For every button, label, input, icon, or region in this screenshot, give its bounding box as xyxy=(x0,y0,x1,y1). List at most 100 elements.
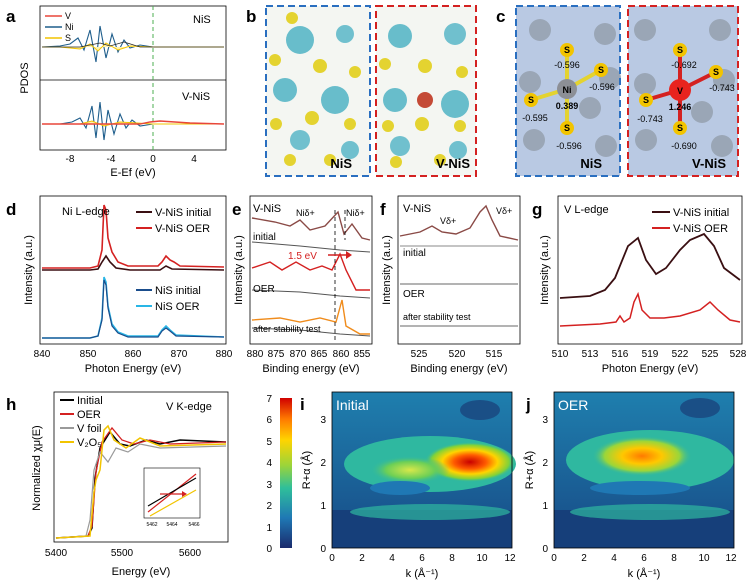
inset-tick: 5466 xyxy=(188,522,199,528)
panel-g-xtick: 525 xyxy=(702,349,719,360)
panel-f-ylabel: Intensity (a.u.) xyxy=(381,235,393,305)
right-atom-symbol: S xyxy=(643,95,649,105)
left-atom-charge: 0.389 xyxy=(556,101,579,111)
charge-density-right xyxy=(379,23,469,168)
panel-h-xtick: 5600 xyxy=(179,548,202,559)
panel-h-xtick: 5500 xyxy=(111,548,134,559)
right-structure xyxy=(634,19,735,157)
legend-s: S xyxy=(65,33,71,43)
initial-fit xyxy=(251,210,371,241)
panel-g-label: g xyxy=(532,200,542,219)
panel-i-lowband xyxy=(350,504,510,520)
nis-initial-curve xyxy=(42,279,225,339)
left-s-atom xyxy=(524,93,538,107)
left-atom-symbol: Ni xyxy=(563,85,572,95)
panel-f-xtick: 525 xyxy=(411,349,428,360)
legend-g-initial: V-NiS initial xyxy=(673,207,729,219)
panel-d-xtick: 880 xyxy=(216,349,233,360)
panel-b-right-frame xyxy=(375,5,477,177)
panel-i-xtick: 6 xyxy=(419,553,425,564)
legend-v: V xyxy=(65,11,71,21)
panel-j-dip xyxy=(590,481,690,495)
panel-e: e V-NiS Niδ+ Niδ+ 1.5 eV initial OER aft… xyxy=(232,195,373,375)
panel-h-edge: V K-edge xyxy=(166,401,212,413)
panel-d: d Ni L-edge V-NiS initial V-NiS OER NiS … xyxy=(6,195,233,375)
f-initial-label: initial xyxy=(403,248,426,259)
stability-label: after stability test xyxy=(253,324,321,334)
stability-baseline xyxy=(251,327,371,337)
panel-d-frame xyxy=(39,195,227,345)
legend-vnis-initial: V-NiS initial xyxy=(155,207,211,219)
panel-g-edge: V L-edge xyxy=(564,204,609,216)
panel-d-xtick: 870 xyxy=(171,349,188,360)
legend-nis-oer: NiS OER xyxy=(155,301,200,313)
cbar-tick: 4 xyxy=(266,458,272,469)
panel-j-frame xyxy=(553,391,735,549)
inset-tick: 5462 xyxy=(146,522,157,528)
stability-fit xyxy=(251,299,370,335)
right-atom-charge: -0.743 xyxy=(709,83,735,93)
v-l-initial-curve xyxy=(559,232,741,299)
left-atom-charge: -0.595 xyxy=(522,113,548,123)
cbar-tick: 6 xyxy=(266,415,272,426)
panel-i-xtick: 4 xyxy=(389,553,395,564)
left-atom-charge: -0.596 xyxy=(556,141,582,151)
panel-g-xtick: 519 xyxy=(642,349,659,360)
right-atom-symbol: S xyxy=(677,45,683,55)
right-atom-charge: -0.743 xyxy=(637,114,663,124)
panel-i-xtick: 12 xyxy=(504,553,516,564)
oer-fit xyxy=(251,252,370,291)
panel-a-bottom-title: V-NiS xyxy=(182,91,210,103)
panel-i-label: i xyxy=(300,395,305,414)
right-atom-charge: -0.692 xyxy=(671,60,697,70)
panel-h-label: h xyxy=(6,395,16,414)
right-s-atom xyxy=(709,65,723,79)
panel-h-xtick: 5400 xyxy=(45,548,68,559)
nis-total-pdos xyxy=(42,41,224,48)
panel-i-xtick: 10 xyxy=(476,553,488,564)
panel-j-ytick: 2 xyxy=(542,458,548,469)
oer-baseline xyxy=(251,289,371,299)
panel-e-frame xyxy=(249,195,373,345)
panel-a-xtick: 0 xyxy=(150,154,156,165)
cbar-tick: 3 xyxy=(266,480,272,491)
legend-h-v2o5: V₂O₅ xyxy=(77,437,102,449)
inset-initial xyxy=(147,477,197,507)
panel-i-ytick: 2 xyxy=(320,458,326,469)
panel-e-xtick: 865 xyxy=(311,349,328,360)
panel-e-xtick: 880 xyxy=(247,349,264,360)
cbar-tick: 2 xyxy=(266,501,272,512)
panel-i-dip xyxy=(370,481,430,495)
panel-j: j OER R+α (Å) 0 1 2 3 0 2 4 6 8 10 12 k … xyxy=(523,391,737,580)
panel-i-xtick: 8 xyxy=(449,553,455,564)
left-atom-symbol: S xyxy=(564,123,570,133)
charge-density-left xyxy=(269,12,361,166)
v3-label: Vδ+ xyxy=(440,216,456,226)
inset-oer xyxy=(147,473,197,513)
shift-value: 1.5 eV xyxy=(288,251,317,262)
left-atom-symbol: S xyxy=(528,95,534,105)
inset-tick: 5464 xyxy=(166,522,177,528)
panel-g-xtick: 522 xyxy=(672,349,689,360)
panel-f: f V-NiS Vδ+ Vδ+ initial OER after stabil… xyxy=(380,195,521,375)
vnis-ni-pdos xyxy=(42,101,224,141)
panel-b-label: b xyxy=(246,7,256,26)
panel-g-xtick: 510 xyxy=(552,349,569,360)
panel-c: c S -0.596 S -0.596 Ni 0.389 S -0.595 S … xyxy=(496,5,739,177)
panel-j-lowband xyxy=(570,504,730,520)
panel-g-ylabel: Intensity (a.u.) xyxy=(539,235,551,305)
oer-label: OER xyxy=(253,284,275,295)
panel-c-label: c xyxy=(496,7,505,26)
left-atom-charge: -0.596 xyxy=(589,82,615,92)
cbar-tick: 1 xyxy=(266,523,272,534)
panel-b-left-title: NiS xyxy=(330,156,352,171)
panel-c-left-title: NiS xyxy=(580,156,602,171)
legend-g-oer: V-NiS OER xyxy=(673,223,728,235)
panel-e-xtick: 860 xyxy=(333,349,350,360)
right-atom-charge: -0.690 xyxy=(671,141,697,151)
panel-j-xtick: 10 xyxy=(698,553,710,564)
left-s-atom xyxy=(560,43,574,57)
panel-a-top-title: NiS xyxy=(193,14,211,26)
cbar-tick: 7 xyxy=(266,394,272,405)
